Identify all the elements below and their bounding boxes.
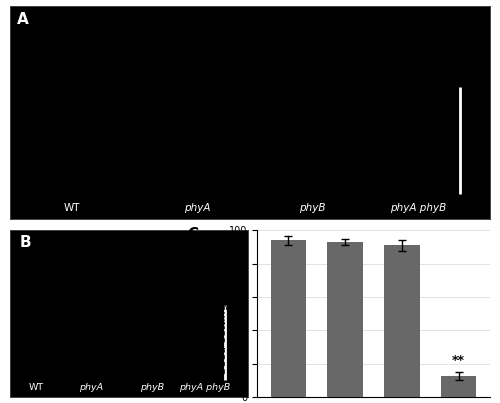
Text: phyA phyB: phyA phyB xyxy=(179,383,231,392)
Y-axis label: Seed-setting rate（%）: Seed-setting rate（%） xyxy=(218,253,228,374)
Text: phyA: phyA xyxy=(78,383,103,392)
Text: phyB: phyB xyxy=(140,383,164,392)
Text: WT: WT xyxy=(64,203,80,213)
Text: **: ** xyxy=(452,354,465,367)
Bar xyxy=(384,245,420,397)
Text: A: A xyxy=(17,12,29,27)
Text: WT: WT xyxy=(28,383,44,392)
Text: B: B xyxy=(20,235,31,251)
Text: phyA: phyA xyxy=(184,203,210,213)
Bar xyxy=(270,241,306,397)
Bar xyxy=(328,242,362,397)
Text: phyA phyB: phyA phyB xyxy=(390,203,446,213)
Text: phyB: phyB xyxy=(299,203,326,213)
Text: C: C xyxy=(187,227,198,242)
Bar xyxy=(441,376,476,397)
